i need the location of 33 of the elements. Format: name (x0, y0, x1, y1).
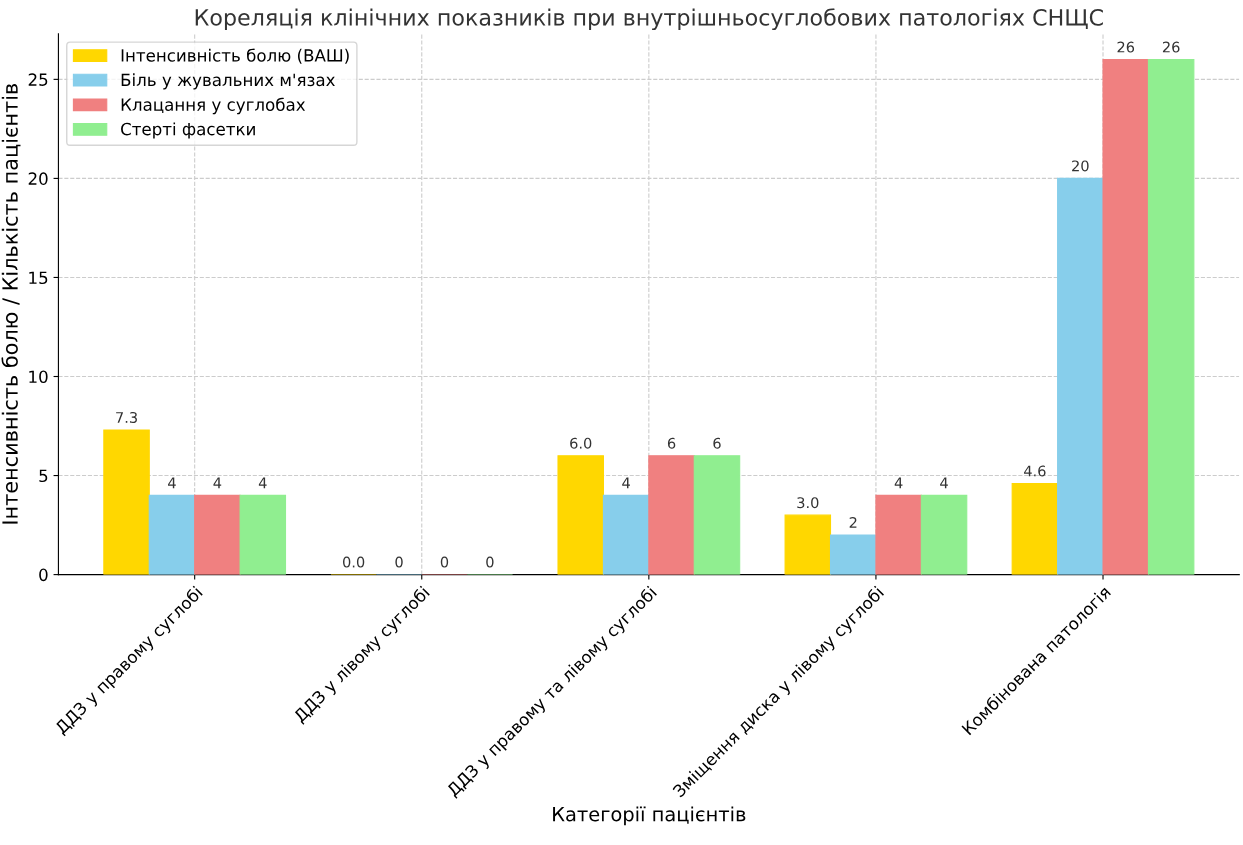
data-label: 4 (213, 477, 222, 489)
y-tick-label: 25 (28, 73, 48, 86)
data-label: 4 (258, 477, 267, 489)
data-label: 4 (168, 477, 176, 489)
data-label: 0.0 (343, 556, 365, 568)
y-tick-label: 20 (28, 172, 48, 185)
data-label: 0 (395, 556, 403, 568)
legend-label: Інтенсивність болю (ВАШ) (121, 48, 349, 64)
data-label: 0 (440, 556, 449, 568)
y-axis-title: Інтенсивність болю / Кількість пацієнтів (1, 83, 21, 524)
data-label: 2 (849, 516, 857, 528)
chart-title: Кореляція клінічних показників при внутрішньосуглобових патологіях СНЩС (195, 8, 1103, 31)
data-label: 6 (667, 437, 676, 449)
data-label: 3.0 (797, 497, 819, 509)
y-tick-label: 15 (29, 271, 48, 285)
data-label: 20 (1072, 160, 1089, 172)
data-label: 0 (486, 556, 494, 568)
data-label: 6.0 (570, 437, 592, 449)
legend-label: Стерті фасетки (121, 122, 255, 139)
data-label: 4 (894, 477, 903, 489)
legend-label: Біль у жувальних м'язах (121, 73, 335, 90)
y-tick-label: 0 (39, 568, 48, 582)
data-label: 7.3 (116, 411, 137, 423)
legend-label: Клацання у суглобах (121, 97, 306, 115)
data-label: 4 (622, 477, 630, 489)
data-label: 6 (713, 437, 721, 449)
data-label: 26 (1117, 41, 1135, 53)
y-tick-label: 10 (29, 370, 48, 384)
data-label: 4 (940, 477, 948, 489)
x-axis-title: Категорії пацієнтів (553, 806, 746, 826)
y-tick-label: 5 (39, 469, 48, 483)
data-label: 26 (1162, 41, 1180, 53)
data-label: 4.6 (1024, 465, 1046, 477)
